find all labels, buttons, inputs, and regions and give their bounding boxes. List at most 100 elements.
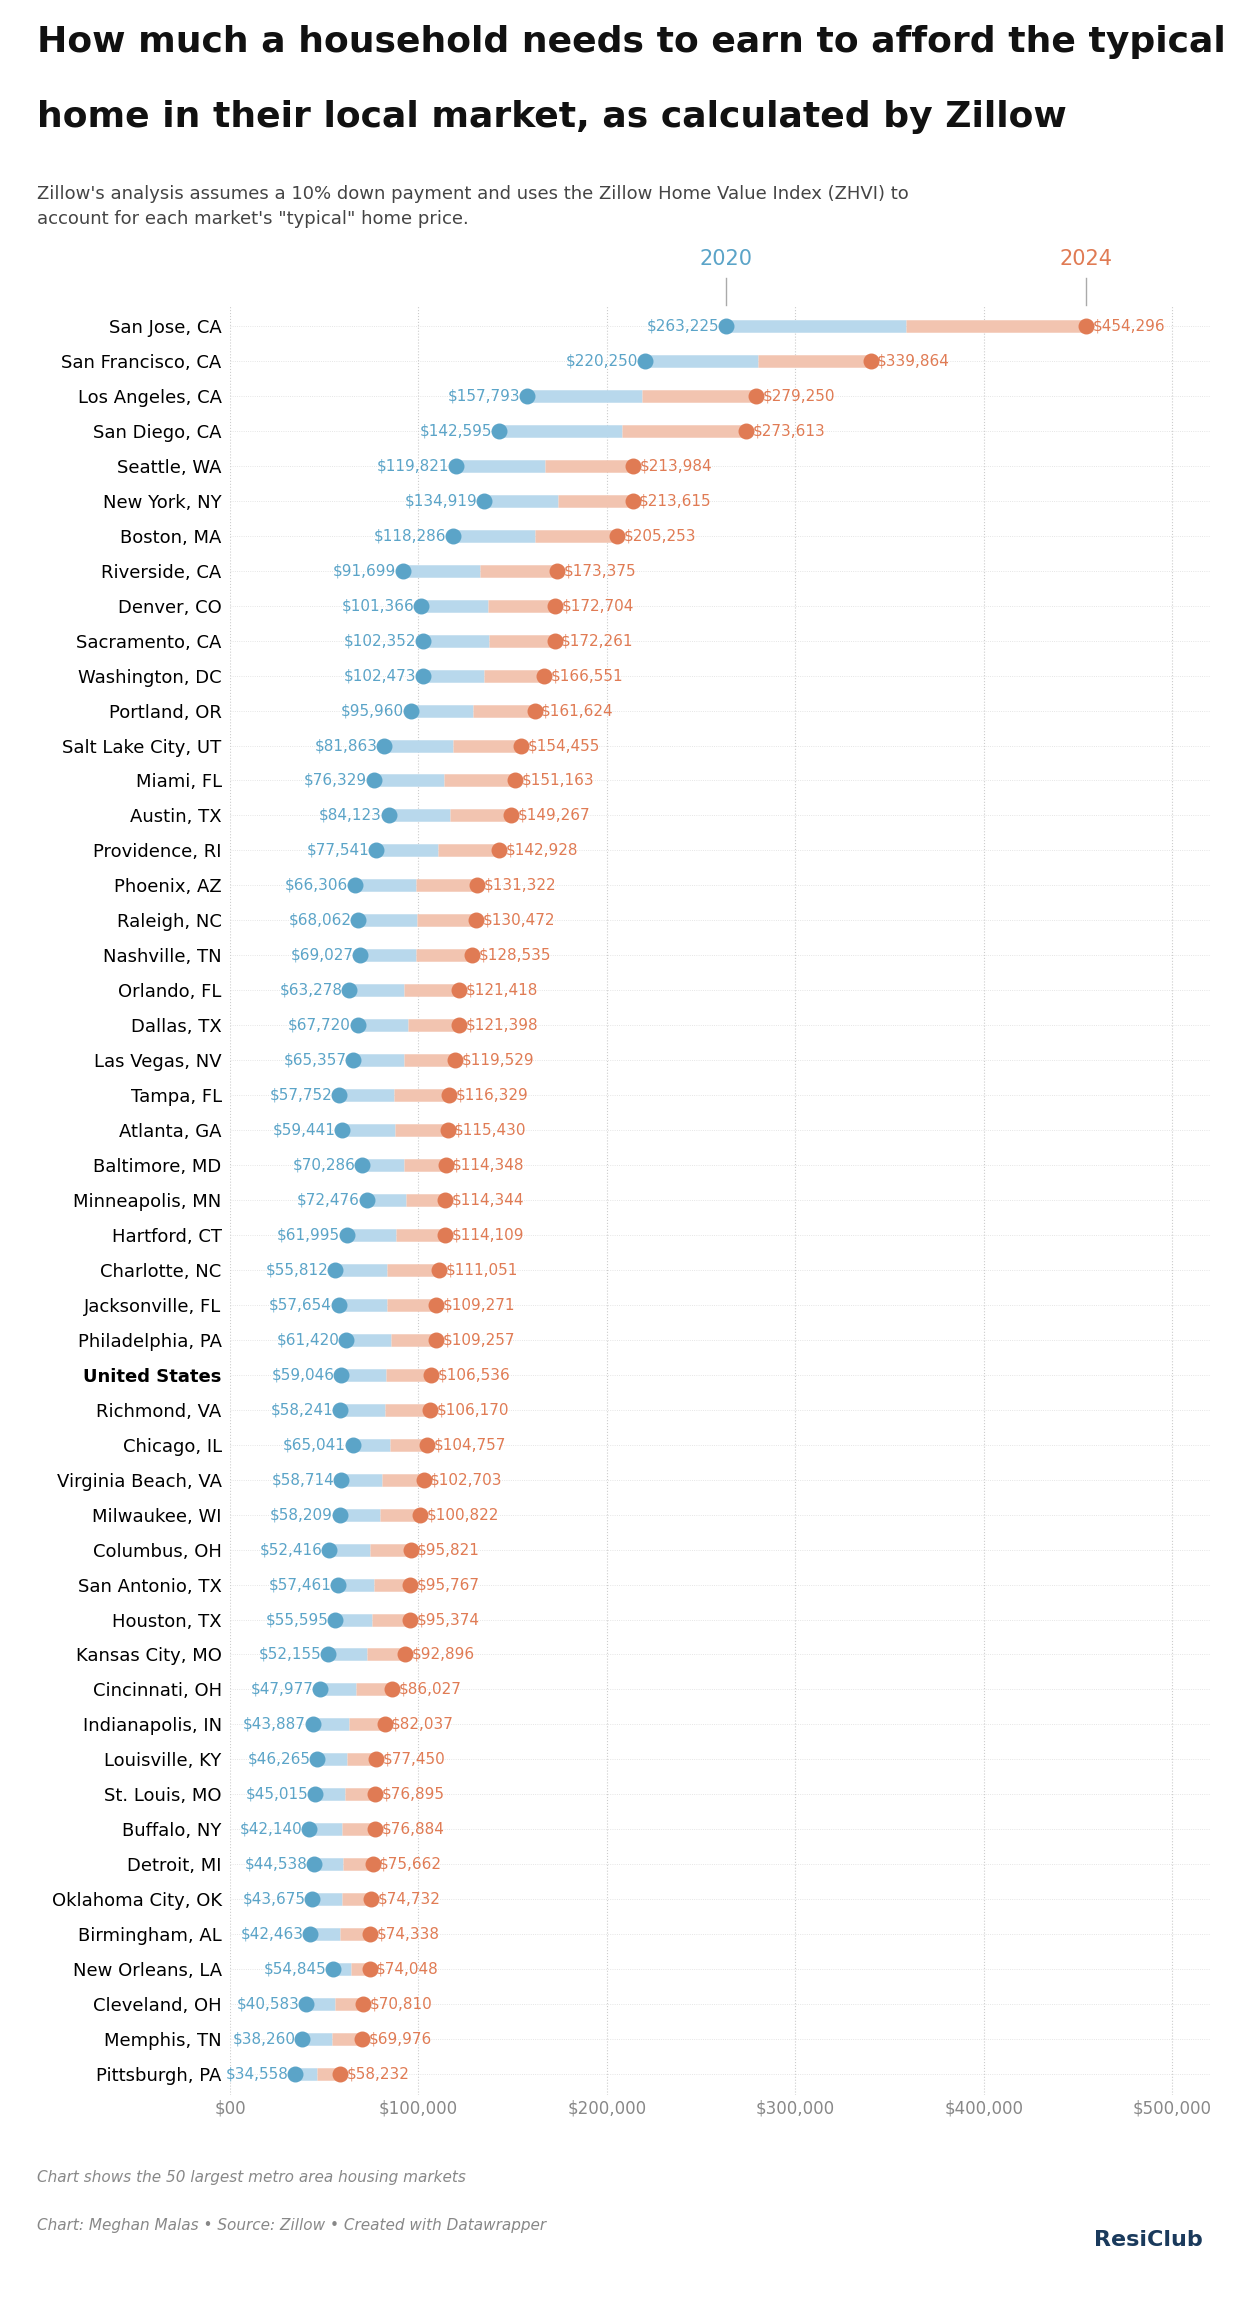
Text: $142,595: $142,595	[419, 424, 492, 438]
Point	[418, 1426, 438, 1463]
Text: $92,896: $92,896	[412, 1647, 475, 1661]
Point	[414, 1461, 434, 1498]
Text: $58,209: $58,209	[270, 1507, 334, 1523]
Point	[352, 1147, 372, 1184]
Text: $116,329: $116,329	[456, 1087, 528, 1104]
Text: $40,583: $40,583	[237, 1998, 300, 2011]
Text: $77,541: $77,541	[306, 843, 370, 857]
Point	[330, 1495, 350, 1532]
Point	[342, 1426, 362, 1463]
Point	[449, 1007, 469, 1044]
Point	[435, 1217, 455, 1253]
Point	[401, 691, 420, 728]
Text: $57,461: $57,461	[269, 1576, 331, 1592]
Point	[449, 972, 469, 1009]
Text: $128,535: $128,535	[479, 947, 552, 963]
Point	[413, 622, 433, 659]
Text: $58,241: $58,241	[270, 1403, 334, 1417]
Text: $119,821: $119,821	[377, 458, 449, 472]
Point	[374, 728, 394, 765]
Text: 2024: 2024	[1060, 249, 1112, 270]
Text: $59,441: $59,441	[273, 1122, 336, 1138]
Text: $47,977: $47,977	[250, 1682, 314, 1698]
Point	[410, 1495, 430, 1532]
Text: $59,046: $59,046	[272, 1366, 335, 1382]
Text: $339,864: $339,864	[877, 353, 950, 369]
Text: $38,260: $38,260	[233, 2032, 295, 2046]
Text: How much a household needs to earn to afford the typical: How much a household needs to earn to af…	[37, 25, 1226, 60]
Point	[490, 832, 510, 869]
Point	[337, 1217, 357, 1253]
Point	[325, 1601, 345, 1638]
Point	[435, 1182, 455, 1219]
Point	[353, 1986, 373, 2023]
Text: $84,123: $84,123	[319, 809, 382, 823]
Point	[624, 447, 644, 484]
Point	[401, 1567, 420, 1604]
Point	[319, 1636, 339, 1673]
Text: $52,155: $52,155	[259, 1647, 321, 1661]
Point	[534, 657, 554, 694]
Text: $213,984: $213,984	[640, 458, 713, 472]
Point	[420, 1392, 440, 1428]
Text: $76,884: $76,884	[382, 1822, 444, 1836]
Point	[363, 763, 383, 799]
Point	[329, 1286, 348, 1322]
Text: $95,767: $95,767	[417, 1576, 480, 1592]
Text: $109,257: $109,257	[443, 1332, 515, 1348]
Text: $57,752: $57,752	[269, 1087, 332, 1104]
Text: $154,455: $154,455	[528, 737, 600, 753]
Text: $115,430: $115,430	[454, 1122, 527, 1138]
Text: $54,845: $54,845	[264, 1961, 327, 1977]
Point	[348, 901, 368, 938]
Point	[360, 1951, 379, 1988]
Text: $91,699: $91,699	[334, 562, 397, 578]
Point	[285, 2055, 305, 2092]
Text: $76,895: $76,895	[382, 1788, 444, 1802]
Point	[517, 378, 537, 415]
Point	[304, 1846, 324, 1882]
Text: Zillow's analysis assumes a 10% down payment and uses the Zillow Home Value Inde: Zillow's analysis assumes a 10% down pay…	[37, 184, 909, 228]
Point	[505, 763, 525, 799]
Text: $72,476: $72,476	[298, 1193, 360, 1207]
Text: $109,271: $109,271	[443, 1297, 515, 1313]
Point	[300, 1915, 320, 1951]
Text: $42,140: $42,140	[241, 1822, 303, 1836]
Text: $34,558: $34,558	[226, 2067, 289, 2081]
Point	[544, 622, 564, 659]
Point	[378, 797, 398, 834]
Point	[347, 1007, 367, 1044]
Text: $130,472: $130,472	[482, 912, 556, 929]
Point	[360, 1915, 379, 1951]
Text: $43,887: $43,887	[243, 1716, 306, 1733]
Point	[489, 412, 508, 449]
Text: $63,278: $63,278	[280, 984, 342, 998]
Text: $166,551: $166,551	[551, 668, 624, 682]
Point	[466, 901, 486, 938]
Point	[429, 1251, 449, 1288]
Point	[350, 938, 370, 975]
Point	[622, 482, 642, 518]
Text: $68,062: $68,062	[289, 912, 352, 929]
Point	[331, 1461, 351, 1498]
Point	[357, 1182, 377, 1219]
Text: $58,232: $58,232	[346, 2067, 409, 2081]
Text: $57,654: $57,654	[269, 1297, 332, 1313]
Point	[427, 1322, 446, 1359]
Text: $213,615: $213,615	[639, 493, 712, 509]
Text: $111,051: $111,051	[446, 1263, 518, 1276]
Text: $106,170: $106,170	[436, 1403, 510, 1417]
Point	[511, 728, 531, 765]
Text: Chart shows the 50 largest metro area housing markets: Chart shows the 50 largest metro area ho…	[37, 2170, 466, 2184]
Point	[362, 1846, 382, 1882]
Point	[365, 1776, 384, 1813]
Text: $69,976: $69,976	[368, 2032, 432, 2046]
Text: $205,253: $205,253	[624, 528, 696, 544]
Text: $134,919: $134,919	[405, 493, 477, 509]
Point	[443, 518, 463, 555]
Text: $46,265: $46,265	[248, 1751, 310, 1767]
Text: $104,757: $104,757	[434, 1438, 506, 1452]
Point	[324, 1951, 343, 1988]
Text: $66,306: $66,306	[285, 878, 348, 894]
Point	[305, 1776, 325, 1813]
